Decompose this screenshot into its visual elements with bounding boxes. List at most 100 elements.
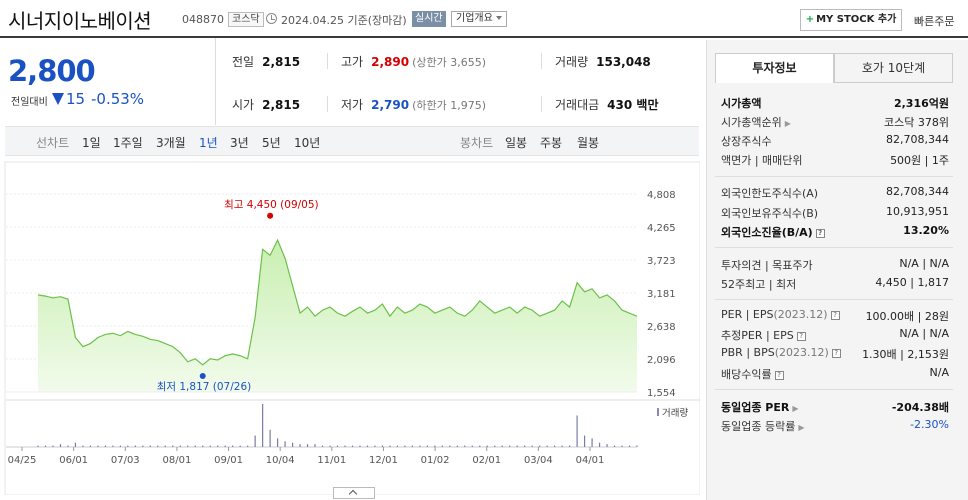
low-label: 저가 [341, 98, 364, 112]
x-tick-label: 09/01 [214, 455, 243, 466]
dividend-label: 배당수익률 [721, 368, 772, 381]
basis-date: 2024.04.25 기준(장마감) [281, 12, 407, 28]
industry-per-value: -204.38배 [891, 401, 949, 414]
industry-per-label: 동일업종 PER [721, 401, 790, 414]
market-cap-value: 2,316억원 [893, 97, 949, 110]
lower-limit: (하한가 1,975) [412, 99, 486, 112]
volume-bar [351, 445, 354, 447]
par-value-value: 500원 | 1주 [890, 154, 949, 167]
period-3m[interactable]: 3개월 [156, 136, 186, 150]
info-row: 시가총액 2,316억원 [721, 95, 949, 112]
candle-monthly[interactable]: 월봉 [577, 136, 600, 150]
volume-bar [59, 444, 62, 447]
volume-bar [509, 445, 511, 447]
volume-bar [314, 444, 316, 447]
cap-rank-value: 코스닥 378위 [884, 116, 949, 129]
volume-bar [628, 445, 631, 447]
x-tick-label: 08/01 [162, 455, 191, 466]
add-mystock-button[interactable]: + MY STOCK 추가 [800, 9, 902, 31]
divider [541, 96, 542, 112]
est-per-value: N/A | N/A [899, 327, 949, 340]
period-5y[interactable]: 5년 [262, 136, 281, 150]
volume-bar [598, 442, 601, 447]
volume-bar [449, 445, 451, 447]
x-tick-label: 02/01 [472, 455, 501, 466]
volume-bar [464, 445, 466, 447]
opinion-value: N/A | N/A [899, 257, 949, 270]
y-tick-label: 3,181 [647, 289, 676, 300]
volume-bar [516, 445, 518, 447]
expand-chart-button[interactable] [333, 487, 375, 499]
info-label: 동일업종 PER ▶ [721, 399, 799, 415]
pbr-bps-value: 1.30배 | 2,153원 [862, 348, 949, 361]
info-row: 상장주식수 82,708,344 [721, 133, 949, 150]
trade-amount: 거래대금 430 백만 [555, 96, 658, 113]
info-row: 배당수익률? N/A [721, 366, 949, 383]
period-1w[interactable]: 1주일 [113, 136, 143, 150]
volume-bar [501, 445, 503, 447]
volume-bar [299, 444, 301, 447]
est-per-label: 추정PER | EPS [721, 329, 794, 342]
period-1d[interactable]: 1일 [82, 136, 101, 150]
x-tick-label: 03/04 [524, 455, 553, 466]
volume-bar [119, 445, 121, 447]
tab-orderbook[interactable]: 호가 10단계 [834, 53, 953, 83]
volume-bar [329, 445, 331, 447]
high-value: 2,890 [371, 55, 410, 69]
volume-bar [97, 445, 99, 447]
volume: 거래량 153,048 [555, 53, 651, 70]
info-row: 동일업종 PER ▶ -204.38배 [721, 399, 949, 416]
volume-bar [239, 445, 241, 447]
info-label: 시가총액순위 ▶ [721, 114, 791, 130]
info-row: 동일업종 등락률 ▶ -2.30% [721, 418, 949, 435]
x-tick-label: 07/03 [111, 455, 140, 466]
volume-bar [636, 445, 638, 447]
max-marker [267, 212, 274, 219]
help-icon[interactable]: ? [830, 310, 840, 320]
help-icon[interactable]: ? [831, 348, 841, 358]
volume-bar [479, 445, 481, 447]
dividend-value: N/A [929, 366, 949, 379]
volume-bar [37, 445, 39, 447]
volume-bar [554, 445, 556, 447]
min-label: 최저 1,817 (07/26) [157, 381, 252, 393]
help-icon[interactable]: ? [815, 228, 825, 238]
candle-weekly[interactable]: 주봉 [540, 136, 563, 150]
period-3y[interactable]: 3년 [230, 136, 249, 150]
info-row: 외국인보유주식수(B) 10,913,951 [721, 205, 949, 222]
volume-bar [306, 444, 309, 447]
quick-order-link[interactable]: 빠른주문 [914, 15, 955, 28]
period-1y[interactable]: 1년 [199, 136, 218, 150]
realtime-badge[interactable]: 실시간 [412, 11, 446, 27]
volume-bar [247, 445, 249, 447]
volume-bar [434, 445, 436, 447]
help-icon[interactable]: ? [796, 331, 806, 341]
period-10y[interactable]: 10년 [294, 136, 321, 150]
x-tick-label: 01/02 [421, 455, 450, 466]
info-label: 추정PER | EPS? [721, 327, 806, 343]
volume-bar [277, 438, 279, 447]
volume-bar [44, 445, 47, 447]
per-eps-value: 100.00배 | 28원 [865, 310, 949, 323]
max-label: 최고 4,450 (09/05) [224, 199, 319, 211]
info-label: PER | EPS(2023.12)? [721, 308, 840, 321]
volume-bar [321, 445, 324, 447]
company-info-dropdown[interactable]: 기업개요 [451, 11, 507, 27]
volume-bar [531, 445, 533, 447]
foreign-ratio-label: 외국인소진율(B/A) [721, 226, 813, 239]
open-value: 2,815 [262, 98, 301, 112]
y-tick-label: 4,265 [647, 223, 676, 234]
industry-change-value: -2.30% [910, 418, 949, 431]
divider [715, 247, 953, 248]
volume-bar [142, 445, 144, 447]
y-tick-label: 1,554 [647, 388, 676, 399]
divider [715, 389, 953, 390]
volume-bar [396, 445, 398, 447]
volume-bar [456, 445, 458, 447]
divider [715, 176, 953, 177]
x-tick-label: 11/01 [317, 455, 346, 466]
info-label: PBR | BPS(2023.12)? [721, 346, 841, 359]
help-icon[interactable]: ? [774, 370, 784, 380]
candle-daily[interactable]: 일봉 [505, 136, 528, 150]
tab-invest-info[interactable]: 투자정보 [715, 53, 834, 83]
